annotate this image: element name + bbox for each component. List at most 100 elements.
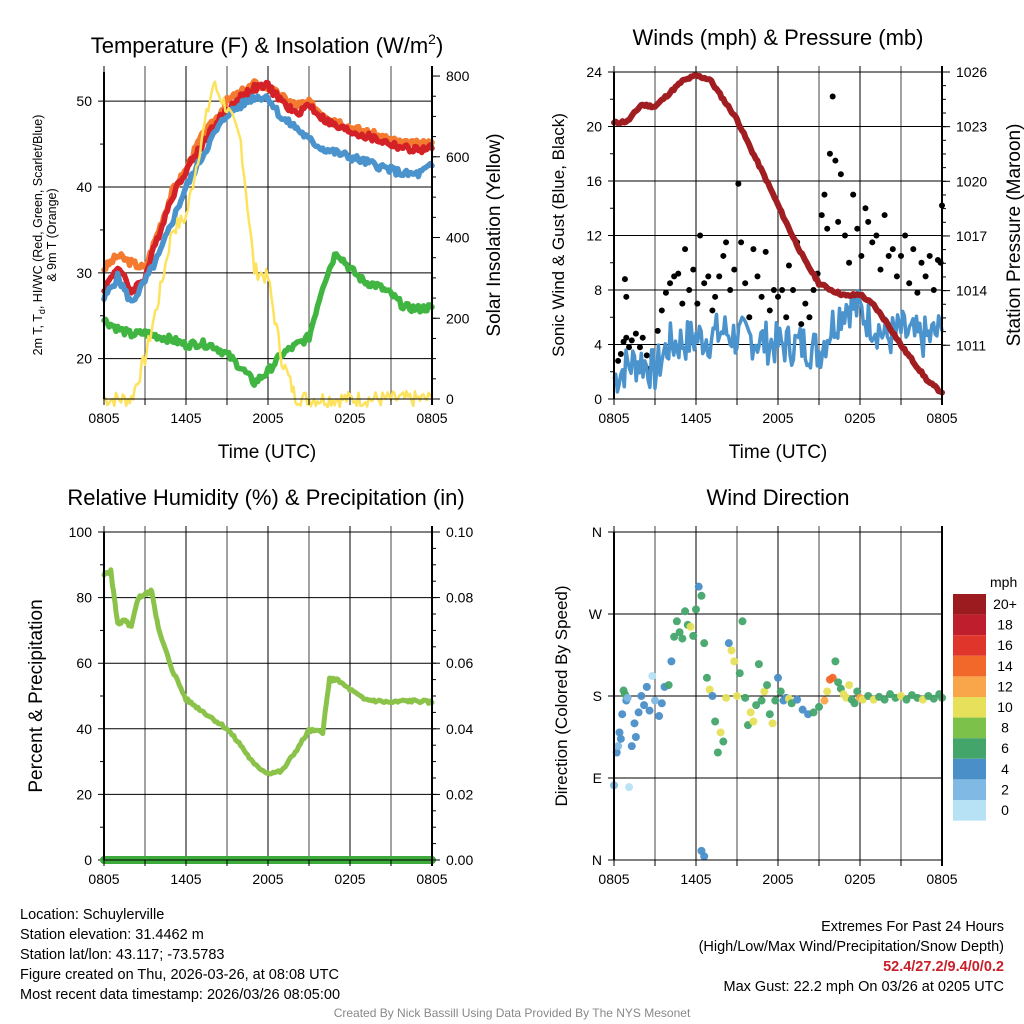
gust-point (667, 280, 674, 287)
direction-point (809, 708, 818, 717)
y-tick-label: S (593, 688, 602, 704)
y2-tick-label: 1020 (956, 173, 987, 189)
y-tick-label: 80 (76, 590, 92, 606)
legend-swatch (953, 758, 986, 780)
wind-direction-axes: 0805 1405 2005 0205 0805 N E S W N (589, 524, 958, 887)
x-tick-label: 2005 (762, 410, 793, 426)
winds-title: Winds (mph) & Pressure (mb) (633, 25, 924, 50)
temperature-xlabel: Time (UTC) (218, 442, 317, 463)
temperature-panel: Temperature (F) & Insolation (W/m2) 0805… (31, 31, 505, 463)
y-tick-label: 0 (84, 852, 92, 868)
direction-point (651, 696, 659, 705)
legend-swatch (953, 738, 986, 759)
elevation-text: Station elevation: 31.4462 m (20, 927, 204, 943)
direction-point (828, 673, 837, 682)
gust-point (818, 212, 825, 219)
location-text: Location: Schuylerville (20, 907, 165, 923)
legend-label: 4 (1001, 761, 1009, 777)
gust-point (910, 246, 917, 253)
y2-tick-label: 600 (446, 149, 470, 165)
gust-point (720, 252, 727, 259)
y-tick-label: 50 (76, 93, 92, 109)
direction-point (845, 681, 854, 690)
direction-point (645, 706, 654, 715)
y-tick-label: W (589, 606, 603, 622)
direction-point (719, 737, 728, 746)
gust-point (615, 357, 622, 364)
direction-point (678, 634, 687, 643)
direction-point (618, 710, 627, 719)
gust-point (636, 344, 643, 351)
direction-point (741, 693, 750, 702)
legend-label: 6 (1001, 740, 1009, 756)
y-tick-label: 60 (76, 655, 92, 671)
direction-point (694, 582, 703, 591)
legend-swatch (953, 779, 986, 800)
direction-point (631, 733, 640, 741)
direction-point (815, 702, 823, 711)
series-line-sonic-wind (612, 289, 944, 394)
gust-point (826, 150, 833, 157)
winds-series (611, 72, 945, 396)
y2-tick-label: 1017 (956, 228, 987, 244)
direction-point (625, 783, 634, 792)
x-tick-label: 0205 (334, 410, 365, 426)
gust-point (837, 171, 844, 178)
gust-point (694, 300, 701, 307)
y2-tick-label: 0.04 (446, 721, 473, 737)
gust-point (738, 239, 745, 246)
gust-point (621, 276, 628, 283)
gust-point (735, 180, 742, 187)
gust-point (854, 225, 861, 232)
gust-point (775, 293, 781, 300)
direction-point (642, 682, 651, 691)
x-tick-label: 2005 (252, 871, 283, 887)
wind-direction-title: Wind Direction (706, 485, 849, 510)
gust-point (806, 314, 813, 321)
y-tick-label: 0 (594, 391, 602, 407)
y-tick-label: E (593, 770, 602, 786)
gust-point (858, 252, 865, 259)
gust-point (824, 225, 831, 232)
y-tick-label: 40 (76, 721, 92, 737)
y-tick-label: 100 (69, 524, 93, 540)
temperature-y2label: Solar Insolation (Yellow) (484, 133, 505, 336)
gust-point (754, 273, 761, 280)
gust-point (885, 252, 892, 259)
wind-direction-panel: Wind Direction 0805 1405 2005 0205 0805 N E S W N… (552, 485, 1017, 887)
gust-point (829, 93, 836, 100)
gust-point (846, 259, 853, 266)
winds-y2label: Station Pressure (Maroon) (1004, 124, 1024, 347)
gust-point (798, 321, 805, 328)
humidity-grid (98, 526, 433, 861)
direction-point (655, 712, 664, 721)
y-tick-label: N (592, 852, 602, 868)
x-tick-label: 0805 (416, 871, 447, 887)
x-tick-label: 2005 (252, 410, 283, 426)
direction-point (657, 699, 666, 708)
extremes-subtitle: (High/Low/Max Wind/Precipitation/Snow De… (698, 939, 1004, 955)
direction-point (880, 695, 889, 704)
legend-label: 18 (997, 617, 1013, 633)
y2-tick-label: 800 (446, 68, 470, 84)
latlon-text: Station lat/lon: 43.117; -73.5783 (20, 947, 225, 963)
direction-point (702, 673, 711, 682)
legend-label: 2 (1001, 781, 1009, 797)
wind-direction-points (610, 582, 946, 861)
y-tick-label: 30 (76, 265, 92, 281)
gust-point (658, 307, 665, 314)
legend-swatch (953, 635, 986, 656)
x-tick-label: 2005 (762, 871, 793, 887)
gust-point (682, 246, 689, 253)
legend-swatch (953, 717, 986, 739)
direction-point (711, 717, 720, 726)
y2-tick-label: 1026 (956, 64, 987, 80)
direction-point (697, 846, 706, 855)
temperature-axes: 0805 1405 2005 0205 0805 20 30 40 50 0 200 400 600 80… (76, 66, 470, 426)
y-tick-label: 20 (76, 351, 92, 367)
direction-point (831, 657, 840, 666)
y2-tick-label: 1014 (956, 283, 987, 299)
credit-text: Created By Nick Bassill Using Data Provi… (333, 1006, 691, 1020)
gust-point (881, 212, 888, 219)
